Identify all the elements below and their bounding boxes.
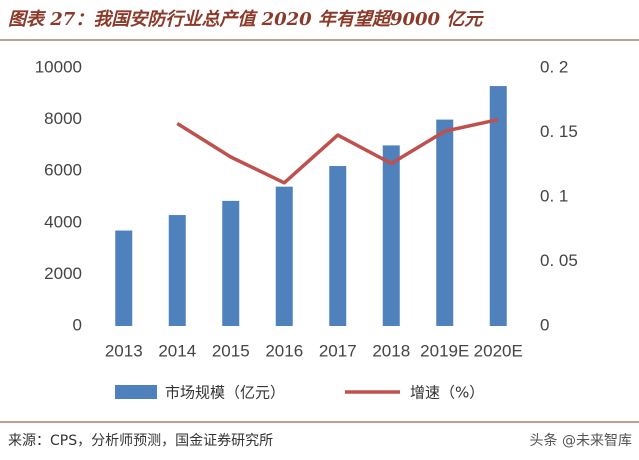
- bar: [275, 186, 293, 326]
- x-tick-label: 2013: [105, 341, 143, 360]
- y2-tick-label: 0. 05: [540, 251, 578, 270]
- legend-swatch: [115, 385, 157, 399]
- x-tick-label: 2016: [265, 341, 303, 360]
- x-tick-label: 2017: [319, 341, 357, 360]
- y-tick-label: 6000: [44, 161, 82, 180]
- x-tick-label: 2020E: [474, 341, 523, 360]
- legend-label: 市场规模（亿元）: [165, 384, 285, 402]
- bar: [168, 215, 186, 326]
- bar: [115, 230, 133, 326]
- bar: [382, 145, 400, 326]
- x-tick-label: 2014: [158, 341, 196, 360]
- line: [176, 117, 499, 185]
- y-tick-label: 8000: [44, 109, 82, 128]
- bar: [222, 200, 240, 326]
- source: 来源：CPS，分析师预测，国金证券研究所: [8, 433, 273, 449]
- y2-tick-label: 0. 15: [540, 122, 578, 141]
- x-tick-label: 2018: [372, 341, 410, 360]
- x-tick-label: 2019E: [420, 341, 469, 360]
- y2-tick-label: 0. 2: [540, 57, 568, 76]
- bar: [489, 86, 507, 326]
- y-tick-label: 2000: [44, 264, 82, 283]
- watermark: 头条 @未来智库: [530, 432, 632, 449]
- bar: [329, 166, 347, 326]
- y-tick-label: 4000: [44, 212, 82, 231]
- y2-tick-label: 0. 1: [540, 186, 568, 205]
- y2-tick-label: 0: [540, 315, 549, 334]
- bar: [436, 119, 454, 326]
- y-tick-label: 10000: [35, 57, 82, 76]
- chart-title: 图表 27：我国安防行业总产值 2020 年有望超9000 亿元: [8, 9, 484, 30]
- y-tick-label: 0: [73, 315, 82, 334]
- x-tick-label: 2015: [212, 341, 250, 360]
- legend-label: 增速（%）: [410, 384, 484, 402]
